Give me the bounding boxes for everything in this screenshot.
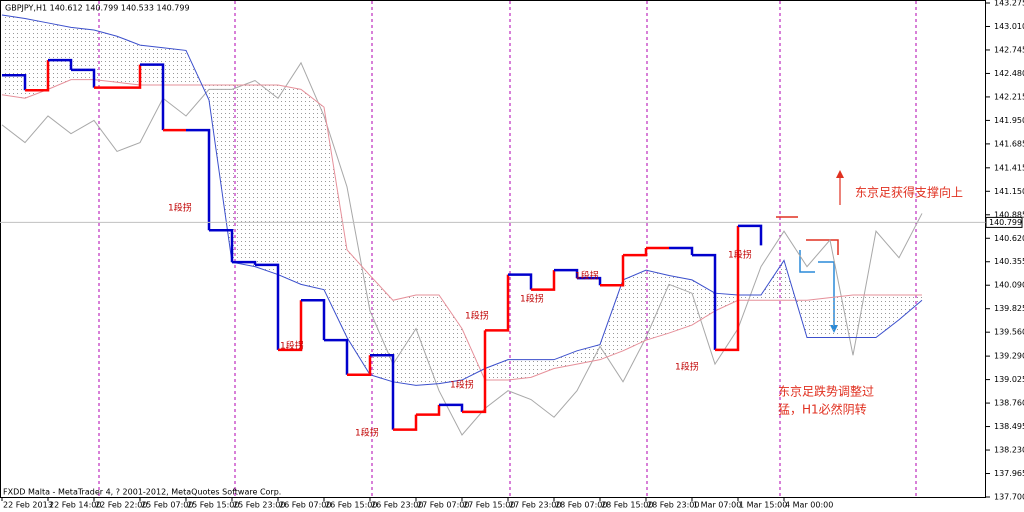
annotation: 1段拐 <box>355 427 379 439</box>
annotation: 1段拐 <box>168 202 192 214</box>
x-tick-label: 27 Feb 15:00 <box>463 501 515 510</box>
y-tick-label: 138.495 <box>994 422 1024 431</box>
price-step <box>669 246 694 256</box>
y-tick-label: 139.560 <box>994 328 1024 337</box>
y-tick-label: 141.415 <box>994 163 1024 172</box>
x-tick-label: 4 Mar 00:00 <box>785 501 833 510</box>
annotation: 猛，H1必然阴转 <box>778 402 867 417</box>
price-step <box>324 338 349 375</box>
y-tick-label: 142.480 <box>994 69 1024 78</box>
y-tick-label: 143.275 <box>994 0 1024 8</box>
plot-border <box>0 0 986 498</box>
y-tick-label: 143.010 <box>994 22 1024 31</box>
y-tick-label: 139.825 <box>994 304 1024 313</box>
x-tick-label: 26 Feb 07:00 <box>279 501 331 510</box>
price-step <box>140 63 165 131</box>
y-tick-label: 141.950 <box>994 116 1024 125</box>
current-price-label: 140.799 <box>989 218 1022 227</box>
y-tick-label: 140.620 <box>994 234 1024 243</box>
annotation: 1段拐 <box>450 379 474 391</box>
y-tick-label: 137.965 <box>994 469 1024 478</box>
price-step <box>692 253 717 350</box>
y-tick-label: 140.885 <box>994 210 1024 219</box>
price-step <box>738 224 763 246</box>
price-step <box>209 229 234 263</box>
price-step <box>255 263 280 350</box>
price-step <box>623 248 648 257</box>
price-step <box>416 404 441 416</box>
annotation: 1段拐 <box>280 340 304 352</box>
x-tick-label: 22 Feb 2013 <box>3 501 53 510</box>
price-step <box>117 64 142 89</box>
price-step <box>25 60 50 92</box>
price-step <box>301 299 326 341</box>
x-tick-label: 25 Feb 15:00 <box>187 501 239 510</box>
annotation: 1段拐 <box>520 293 544 305</box>
y-tick-label: 138.760 <box>994 399 1024 408</box>
price-step <box>439 403 464 412</box>
x-tick-label: 28 Feb 15:00 <box>601 501 653 510</box>
price-step <box>554 268 579 279</box>
price-step <box>600 255 625 287</box>
y-tick-label: 138.230 <box>994 446 1024 455</box>
price-step <box>531 270 556 291</box>
price-step <box>48 58 73 70</box>
footer: FXDD Malta - MetaTrader 4, ? 2001-2012, … <box>3 488 281 497</box>
annotation: 1段拐 <box>465 310 489 322</box>
y-tick-label: 137.700 <box>994 493 1024 502</box>
y-tick-label: 142.215 <box>994 92 1024 101</box>
price-step <box>347 355 372 376</box>
indicator-line <box>1 79 922 381</box>
price-step <box>393 414 418 431</box>
y-tick-label: 140.355 <box>994 257 1024 266</box>
price-step <box>2 73 27 91</box>
price-step <box>715 225 740 352</box>
x-tick-label: 25 Feb 23:00 <box>233 501 285 510</box>
price-step <box>278 300 303 352</box>
annotation: 东京足跌势调整过 <box>778 384 874 399</box>
x-tick-label: 1 Mar 15:00 <box>739 501 787 510</box>
price-step <box>462 330 487 414</box>
x-tick-label: 28 Feb 23:00 <box>647 501 699 510</box>
x-tick-label: 25 Feb 07:00 <box>141 501 193 510</box>
price-step <box>71 68 96 88</box>
x-tick-label: 22 Feb 14:00 <box>49 501 101 510</box>
price-step <box>485 274 510 332</box>
y-tick-label: 139.025 <box>994 375 1024 384</box>
x-tick-label: 28 Feb 07:00 <box>555 501 607 510</box>
annotation: 1段拐 <box>575 270 599 282</box>
x-tick-label: 27 Feb 07:00 <box>417 501 469 510</box>
x-tick-label: 26 Feb 15:00 <box>325 501 377 510</box>
annotation: 东京足获得支撑向上 <box>855 185 963 200</box>
y-tick-label: 140.090 <box>994 281 1024 290</box>
current-price-box <box>985 216 1023 228</box>
price-step <box>577 276 602 286</box>
annotation: 1段拐 <box>675 361 699 373</box>
price-step <box>370 353 395 430</box>
price-step <box>186 128 211 231</box>
indicator-line <box>1 14 923 386</box>
y-tick-label: 142.745 <box>994 45 1024 54</box>
chart-title: GBPJPY,H1 140.612 140.799 140.533 140.79… <box>5 4 190 13</box>
annotation: 1段拐 <box>728 249 752 261</box>
x-tick-label: 1 Mar 07:00 <box>693 501 741 510</box>
x-tick-label: 22 Feb 22:00 <box>95 501 147 510</box>
y-tick-label: 141.685 <box>994 139 1024 148</box>
x-tick-label: 27 Feb 23:00 <box>509 501 561 510</box>
y-tick-label: 141.150 <box>994 187 1024 196</box>
x-tick-label: 26 Feb 23:00 <box>371 501 423 510</box>
indicator-line <box>1 61 923 436</box>
y-tick-label: 139.290 <box>994 352 1024 361</box>
price-step <box>508 273 533 290</box>
